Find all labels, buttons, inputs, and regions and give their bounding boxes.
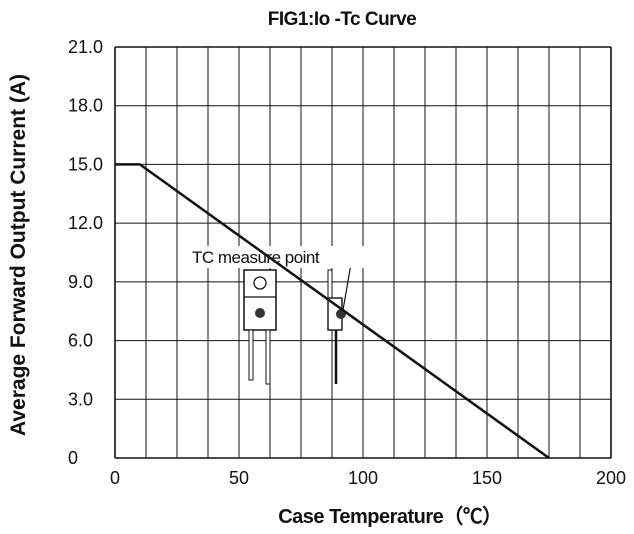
- mounting-hole-icon: [253, 276, 267, 290]
- x-tick-label: 50: [229, 468, 249, 488]
- tc-measure-point-label: TC measure point: [192, 248, 320, 267]
- y-tick-label: 6.0: [68, 331, 93, 351]
- y-axis-label: Average Forward Output Current (A): [7, 74, 30, 436]
- series-group: [115, 163, 550, 460]
- package-front-illustration: [243, 269, 277, 385]
- io-tc-derating-line: [115, 163, 550, 460]
- chart-title: FIG1:Io -Tc Curve: [268, 9, 416, 30]
- x-tick-label: 200: [596, 468, 626, 488]
- grid: [114, 46, 612, 459]
- tick-labels: 0 3.0 6.0 9.0 12.0 15.0 18.0 21.0 0 50 100 150 200: [68, 37, 626, 488]
- y-tick-label: 21.0: [68, 37, 103, 57]
- y-tick-label: 15.0: [68, 154, 103, 174]
- x-axis-label: Case Temperature（℃）: [278, 505, 502, 528]
- y-tick-label: 3.0: [68, 389, 93, 409]
- y-tick-label: 12.0: [68, 213, 103, 233]
- x-tick-label: 150: [472, 468, 502, 488]
- y-tick-label: 9.0: [68, 272, 93, 292]
- y-tick-label: 18.0: [68, 96, 103, 116]
- y-tick-label: 0: [68, 448, 78, 468]
- tc-point-icon: [255, 308, 265, 318]
- x-tick-label: 0: [110, 468, 120, 488]
- x-tick-label: 100: [348, 468, 378, 488]
